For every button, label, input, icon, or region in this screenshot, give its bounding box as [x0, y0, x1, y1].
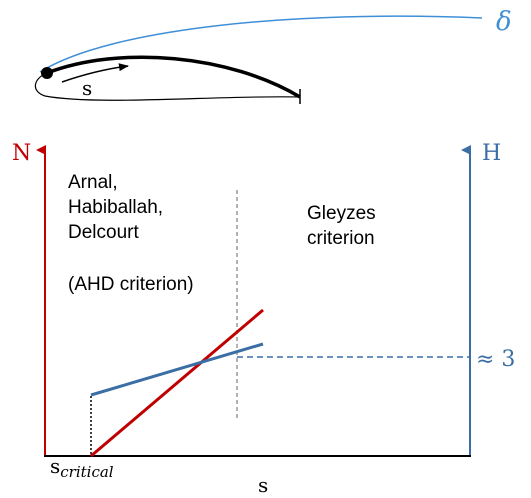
- airfoil-upper: [46, 55, 301, 99]
- origin-subscript: critical: [60, 463, 114, 481]
- n-label: N: [12, 141, 31, 166]
- region-text: Gleyzes: [307, 203, 376, 224]
- s-arrow-label: s: [82, 76, 92, 100]
- n-curve: [90, 308, 264, 458]
- region-text: criterion: [307, 228, 375, 249]
- origin-label: scritical: [50, 454, 114, 481]
- x-label: s: [258, 473, 268, 497]
- delta-label: δ: [496, 7, 512, 37]
- region-text: Habiballah,: [68, 197, 163, 218]
- h-curve: [90, 342, 264, 397]
- region-text: Arnal,: [68, 172, 118, 193]
- origin-base: s: [50, 454, 60, 478]
- region-text: Delcourt: [68, 222, 139, 243]
- stagnation-point: [41, 67, 53, 79]
- s-arrow: [61, 63, 129, 83]
- region-text: (AHD criterion): [68, 274, 194, 295]
- boundary-layer: [39, 15, 483, 73]
- threshold-label: ≈ 3: [476, 347, 515, 372]
- airfoil-lower: [34, 72, 301, 101]
- h-label: H: [482, 141, 501, 166]
